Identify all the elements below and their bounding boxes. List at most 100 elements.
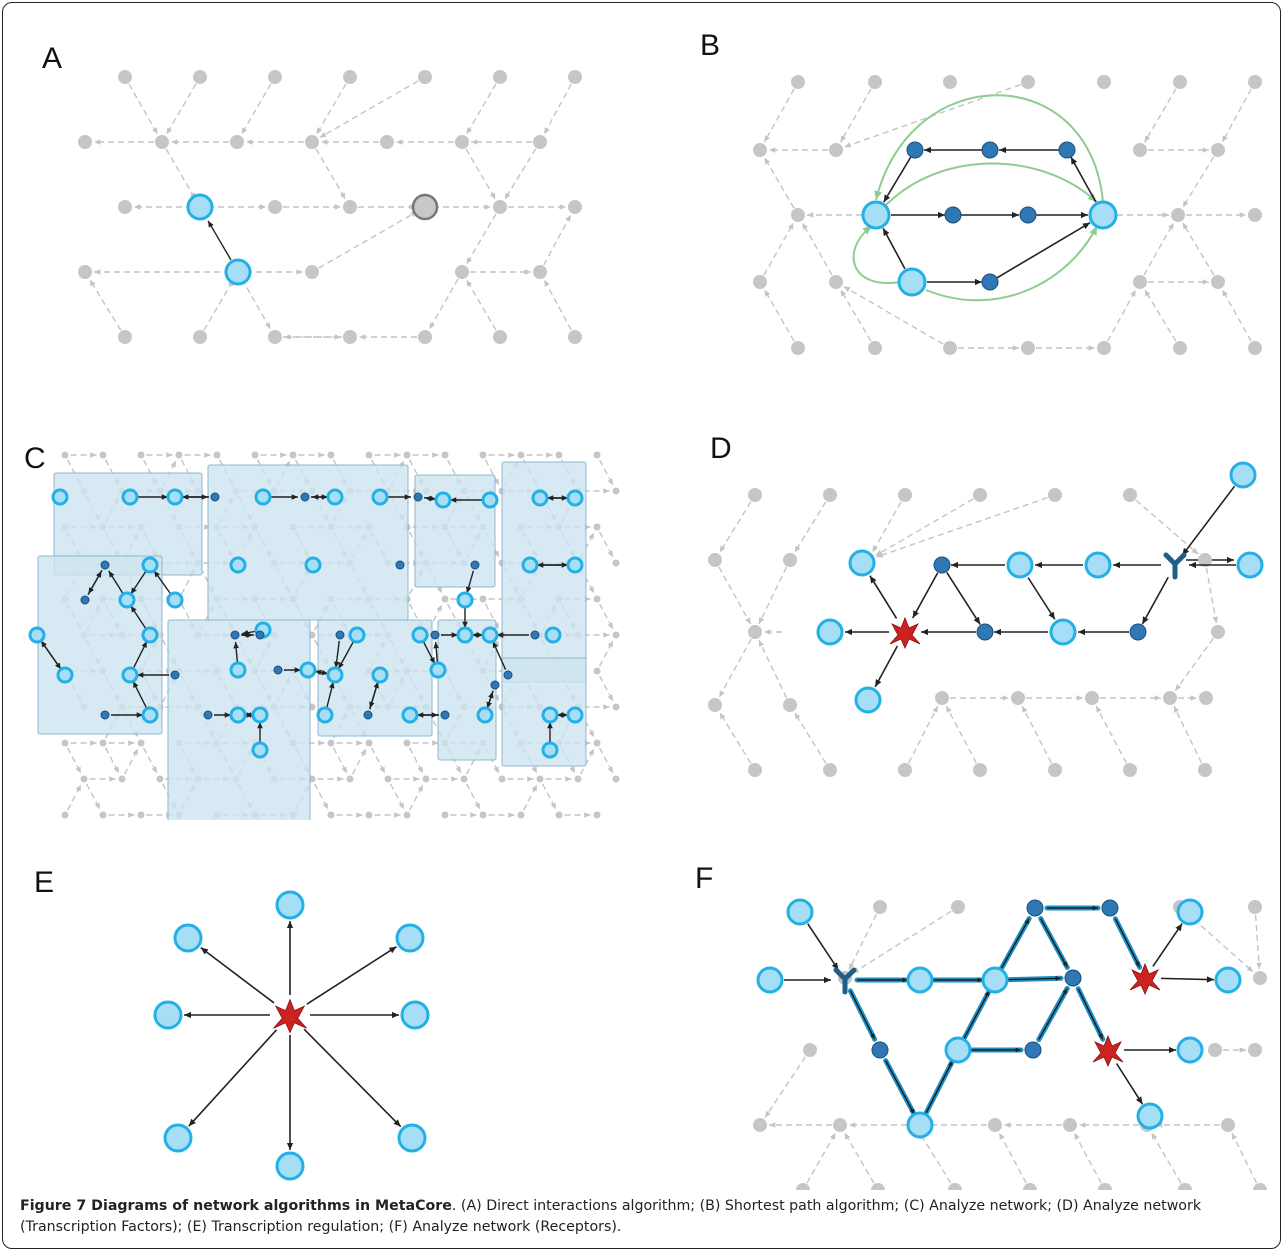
intermediate-node [1026,899,1044,917]
network-node [536,775,544,783]
background-edge [104,747,120,774]
network-node [871,1183,885,1190]
background-edge [1231,1132,1258,1184]
seed-node [541,706,559,724]
network-node [823,763,837,777]
background-edge [465,213,497,265]
intermediate-node [80,595,90,605]
background-edge [408,784,424,811]
seed-node [1088,200,1118,230]
network-node [833,1118,847,1132]
network-node [346,775,354,783]
shortest-path-arc [852,225,901,285]
background-edge [598,459,614,486]
seed-node [371,666,389,684]
network-node [156,775,164,783]
network-node [1063,1118,1077,1132]
intermediate-node [100,560,110,570]
background-edge [66,747,82,774]
panel-label-e: E [34,866,54,899]
seed-node [229,556,247,574]
network-node [80,775,88,783]
network-node [365,811,373,819]
network-node [796,1183,810,1190]
network-node [99,739,107,747]
background-edge [1221,289,1252,342]
network-node [555,451,563,459]
intermediate-node [300,492,310,502]
background-edge [758,566,788,625]
interaction-edge [486,690,494,709]
network-node [593,595,601,603]
interaction-edge [1000,918,1030,970]
background-edge [719,501,752,553]
network-node [1248,1043,1262,1057]
network-node [118,200,132,214]
seed-node [786,898,814,926]
network-node [1171,208,1185,222]
intermediate-node [503,670,513,680]
background-edge [1174,638,1214,692]
background-edge [142,747,158,774]
interaction-edge [306,945,397,1005]
interaction-edge [807,923,840,971]
network-node [868,341,882,355]
intermediate-node [363,710,373,720]
background-edge [351,748,367,775]
shortest-path-arc [884,162,1098,207]
network-node [593,811,601,819]
network-node [99,451,107,459]
interaction-edge [132,680,148,710]
seed-node [476,706,494,724]
background-edge [598,747,614,774]
interaction-edge [433,641,439,665]
interaction-edge [1141,576,1169,625]
background-edge [1073,1132,1102,1184]
network-node [78,265,92,279]
network-node [1253,971,1267,985]
network-node [783,698,797,712]
network-node [1085,691,1099,705]
network-node [213,451,221,459]
background-edge [1107,289,1137,342]
interaction-edge [1115,1063,1144,1105]
network-node [289,451,297,459]
network-node [568,70,582,84]
interaction-edge [369,681,379,710]
receptor-icon [1163,552,1187,580]
network-node [1253,1183,1267,1190]
interaction-edge [333,640,340,669]
network-node [493,330,507,344]
intermediate-node [273,665,283,675]
seed-node [224,258,252,286]
seed-node [481,626,499,644]
seed-node [861,200,891,230]
intermediate-node [906,141,924,159]
panel-c: C [24,442,620,820]
seed-node [429,661,447,679]
seed-node [275,1151,305,1181]
seed-node [395,923,425,953]
interaction-edge [1160,976,1215,983]
background-edge [319,80,419,139]
seed-node [56,666,74,684]
network-node [1048,488,1062,502]
seed-node [51,488,69,506]
network-node [305,135,319,149]
background-edge [1254,914,1262,970]
seed-node [141,706,159,724]
network-node [1133,275,1147,289]
network-node [1023,1183,1037,1190]
interaction-edge [1077,988,1104,1040]
intermediate-node [981,273,999,291]
background-edge [763,222,795,276]
network-node [78,135,92,149]
background-edge [504,148,537,200]
network-node [612,703,620,711]
network-node [1173,341,1187,355]
interaction-edge [132,640,148,670]
intermediate-node [440,710,450,720]
network-node [1097,341,1111,355]
seed-node [816,618,844,646]
intermediate-node [230,630,240,640]
